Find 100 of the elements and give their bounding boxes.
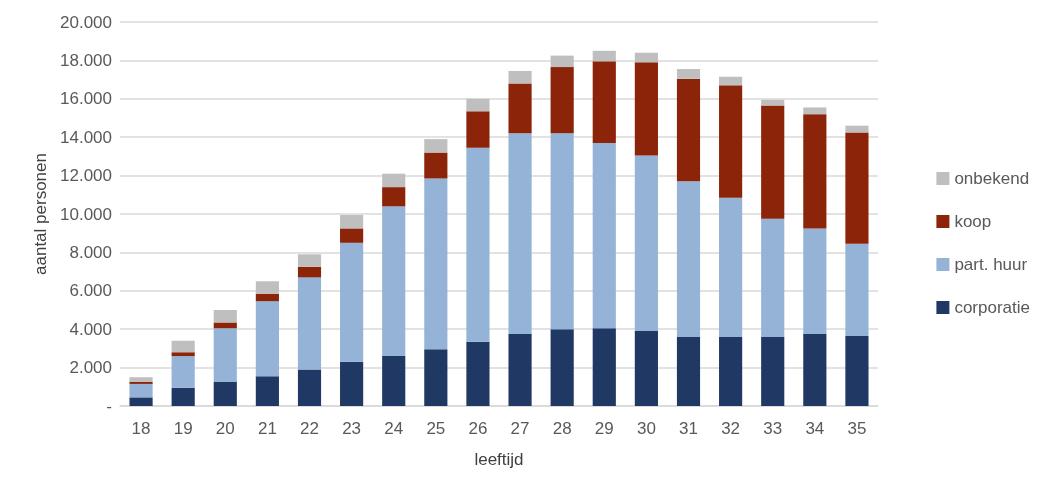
- bar: [171, 356, 195, 388]
- x-tick-label: 18: [131, 419, 151, 438]
- bar: [845, 335, 869, 406]
- bar: [129, 397, 153, 406]
- bar: [550, 329, 574, 406]
- x-tick-label: 30: [636, 419, 656, 438]
- x-tick-label: 24: [384, 419, 404, 438]
- bar: [676, 69, 701, 79]
- bar: [171, 387, 195, 406]
- bar: [803, 334, 827, 406]
- bar: [466, 98, 490, 112]
- bar: [761, 105, 785, 219]
- bar: [719, 197, 743, 337]
- x-tick-label: 26: [468, 419, 488, 438]
- x-tick-label: 20: [215, 419, 235, 438]
- bar: [592, 61, 616, 143]
- bar: [466, 111, 490, 148]
- bar: [466, 147, 490, 342]
- bar: [340, 214, 364, 229]
- x-axis-title: leeftijd: [474, 450, 524, 469]
- x-tick-label: 23: [342, 419, 362, 438]
- bar: [761, 336, 785, 406]
- y-tick-label: 18.000: [60, 50, 112, 70]
- x-tick-label: 34: [805, 419, 825, 438]
- bar: [382, 173, 406, 188]
- y-axis-title: aantal personen: [31, 153, 51, 275]
- bar: [550, 67, 574, 134]
- x-tick-label: 19: [173, 419, 193, 438]
- bar: [845, 125, 869, 133]
- bar: [297, 266, 322, 278]
- y-tick-label: 16.000: [60, 89, 112, 109]
- x-tick-label: 35: [847, 419, 867, 438]
- bar: [845, 243, 869, 336]
- legend-label: corporatie: [954, 298, 1031, 317]
- y-tick-label: 12.000: [60, 166, 112, 186]
- bar: [382, 206, 406, 357]
- bar: [803, 114, 827, 229]
- bar: [634, 52, 658, 63]
- bar: [719, 85, 743, 198]
- bar: [592, 50, 616, 62]
- bar: [845, 132, 869, 244]
- bar: [634, 155, 658, 332]
- y-tick-label: 14.000: [60, 127, 112, 147]
- x-tick-label: 21: [257, 419, 277, 438]
- bar: [508, 133, 532, 334]
- bar: [550, 133, 574, 330]
- legend-label: part. huur: [954, 255, 1028, 274]
- y-tick-label: 2.000: [69, 358, 112, 378]
- bar: [508, 70, 532, 84]
- y-tick-label: 8.000: [69, 242, 112, 262]
- bar: [297, 254, 322, 267]
- bar: [213, 328, 237, 382]
- bar: [803, 107, 827, 115]
- x-tick-label: 28: [552, 419, 572, 438]
- x-tick-label: 32: [721, 419, 741, 438]
- bar: [592, 142, 616, 329]
- bar: [255, 301, 279, 377]
- bar: [171, 352, 195, 357]
- bar: [255, 293, 279, 302]
- bar: [761, 218, 785, 337]
- bar: [676, 78, 701, 182]
- x-tick-label: 31: [679, 419, 698, 438]
- bar: [719, 76, 743, 86]
- bar: [634, 331, 658, 406]
- y-tick-label: -: [106, 396, 112, 416]
- y-tick-label: 6.000: [69, 281, 112, 301]
- bar: [129, 383, 153, 398]
- bar: [803, 228, 827, 334]
- bar: [508, 83, 532, 134]
- bar: [213, 310, 237, 323]
- y-tick-label: 20.000: [60, 12, 112, 32]
- bar: [340, 228, 364, 243]
- bar: [676, 181, 701, 337]
- x-tick-label: 22: [300, 419, 319, 438]
- x-tick-label: 33: [763, 419, 783, 438]
- bar: [382, 187, 406, 207]
- bar: [129, 377, 153, 382]
- bar: [634, 62, 658, 156]
- bar: [676, 336, 701, 406]
- legend-label: onbekend: [954, 169, 1030, 188]
- legend-label: koop: [954, 212, 992, 231]
- bar: [508, 334, 532, 406]
- y-tick-label: 4.000: [69, 319, 112, 339]
- bar: [255, 281, 279, 294]
- bar: [255, 376, 279, 406]
- bar: [424, 178, 448, 350]
- bar: [550, 55, 574, 68]
- bar: [424, 152, 448, 179]
- bar: [424, 349, 448, 406]
- bar: [171, 340, 195, 353]
- bar: [424, 139, 448, 153]
- bar: [466, 341, 490, 406]
- x-tick-label: 29: [594, 419, 614, 438]
- x-tick-label: 27: [510, 419, 530, 438]
- bar: [719, 336, 743, 406]
- bar: [297, 369, 322, 406]
- bar: [340, 242, 364, 362]
- bar: [761, 99, 785, 106]
- x-tick-label: 25: [426, 419, 446, 438]
- bar: [382, 356, 406, 406]
